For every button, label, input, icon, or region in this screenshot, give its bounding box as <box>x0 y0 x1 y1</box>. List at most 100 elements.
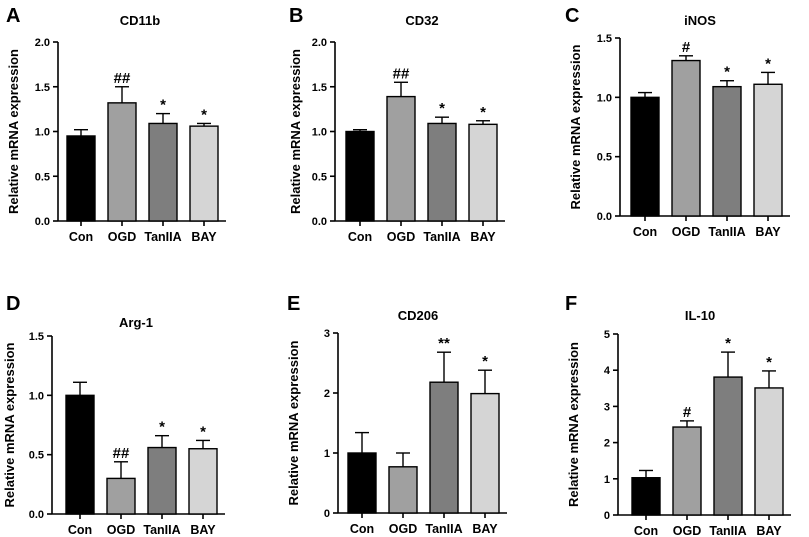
x-tick-label: TanIIA <box>144 230 181 244</box>
x-tick-label: TanIIA <box>709 524 746 537</box>
y-tick-label: 0 <box>324 508 330 520</box>
y-tick-label: 1.5 <box>597 33 612 45</box>
bar-con <box>631 477 661 516</box>
significance-label: * <box>766 354 772 371</box>
bar-bay <box>754 387 784 516</box>
y-tick-label: 0.0 <box>312 216 327 228</box>
y-tick-label: 1.0 <box>35 127 50 139</box>
y-tick-label: 2.0 <box>35 37 50 49</box>
x-tick-label: TanIIA <box>143 523 180 537</box>
bar-taniia <box>147 446 177 515</box>
y-axis-label: Relative mRNA expression <box>566 342 581 507</box>
significance-label: * <box>200 423 206 440</box>
significance-label: ## <box>114 70 131 87</box>
x-tick-label: BAY <box>472 522 498 536</box>
y-tick-label: 0.5 <box>35 171 50 183</box>
chart-title: CD206 <box>398 308 438 323</box>
y-tick-label: 3 <box>324 328 330 340</box>
y-tick-label: 0.5 <box>597 152 612 164</box>
significance-label: ## <box>393 65 410 82</box>
significance-label: * <box>201 106 207 123</box>
x-tick-label: OGD <box>672 225 700 239</box>
panel-letter: C <box>565 5 579 27</box>
y-tick-label: 1.5 <box>29 331 44 343</box>
y-tick-label: 0.5 <box>312 171 327 183</box>
y-tick-label: 3 <box>604 401 610 413</box>
bar-con <box>65 394 95 515</box>
x-tick-label: TanIIA <box>425 522 462 536</box>
panel-d: D Arg-1 Relative mRNA expression 0.0 0.5 1.0 1… <box>2 293 225 537</box>
panel-letter: D <box>6 293 20 315</box>
x-tick-label: BAY <box>756 524 782 537</box>
chart-title: CD32 <box>405 13 438 28</box>
bar-con <box>66 135 96 222</box>
x-tick-label: OGD <box>389 522 417 536</box>
x-tick-label: OGD <box>108 230 136 244</box>
y-tick-label: 1 <box>324 448 330 460</box>
significance-label: * <box>724 64 730 81</box>
panel-e: E CD206 Relative mRNA expression 0 1 2 3 Con OGD… <box>286 293 507 536</box>
x-tick-label: BAY <box>191 230 217 244</box>
y-tick-label: 2 <box>604 438 610 450</box>
panel-letter: F <box>565 293 577 315</box>
y-tick-label: 0.0 <box>29 509 44 521</box>
panel-b: B CD32 Relative mRNA expression 0.0 0.5 1.0 1.… <box>288 5 505 244</box>
significance-label: * <box>160 97 166 114</box>
bar-ogd <box>672 426 702 516</box>
y-tick-label: 0 <box>604 510 610 522</box>
bar-bay <box>189 125 219 222</box>
significance-label: ## <box>113 445 130 462</box>
chart-title: CD11b <box>120 13 161 28</box>
x-tick-label: Con <box>634 524 658 537</box>
y-tick-label: 1.0 <box>597 92 612 104</box>
y-axis-label: Relative mRNA expression <box>288 49 303 214</box>
bar-bay <box>468 123 498 222</box>
bar-bay <box>188 448 218 515</box>
y-tick-label: 1.0 <box>312 127 327 139</box>
significance-label: * <box>725 335 731 352</box>
bar-taniia <box>712 85 742 217</box>
bar-ogd <box>106 477 136 515</box>
panel-letter: A <box>6 5 20 27</box>
y-tick-label: 1 <box>604 474 610 486</box>
panel-letter: E <box>287 293 300 315</box>
bar-taniia <box>427 122 457 222</box>
y-tick-label: 5 <box>604 329 610 341</box>
y-tick-label: 1.5 <box>35 82 50 94</box>
y-axis-label: Relative mRNA expression <box>568 44 583 209</box>
x-tick-label: Con <box>348 230 372 244</box>
y-tick-label: 1.0 <box>29 390 44 402</box>
bar-ogd <box>386 95 416 222</box>
significance-label: # <box>682 39 691 56</box>
x-tick-label: Con <box>633 225 657 239</box>
bar-con <box>347 452 377 514</box>
x-tick-label: OGD <box>387 230 415 244</box>
significance-label: * <box>765 55 771 72</box>
x-tick-label: OGD <box>673 524 701 537</box>
y-tick-label: 2 <box>324 388 330 400</box>
x-tick-label: BAY <box>755 225 781 239</box>
y-axis-label: Relative mRNA expression <box>2 342 17 507</box>
y-tick-label: 1.5 <box>312 82 327 94</box>
bar-con <box>630 96 660 217</box>
chart-title: IL-10 <box>685 308 715 323</box>
significance-label: * <box>439 100 445 117</box>
bar-taniia <box>148 122 178 222</box>
panel-f: F IL-10 Relative mRNA expression 0 1 2 3 4 5 Con O… <box>565 293 791 537</box>
y-tick-label: 0.0 <box>597 211 612 223</box>
y-axis-label: Relative mRNA expression <box>286 340 301 505</box>
y-tick-label: 0.0 <box>35 216 50 228</box>
significance-label: * <box>480 104 486 121</box>
bar-ogd <box>107 102 137 222</box>
x-tick-label: BAY <box>470 230 496 244</box>
bar-taniia <box>429 381 459 514</box>
bar-bay <box>470 392 500 514</box>
x-tick-label: Con <box>68 523 92 537</box>
y-tick-label: 4 <box>604 365 611 377</box>
bar-con <box>345 130 375 222</box>
y-tick-label: 0.5 <box>29 450 44 462</box>
panel-a: A CD11b Relative mRNA expression 0.0 0.5 1.0 1… <box>6 5 226 244</box>
significance-label: # <box>683 404 692 421</box>
